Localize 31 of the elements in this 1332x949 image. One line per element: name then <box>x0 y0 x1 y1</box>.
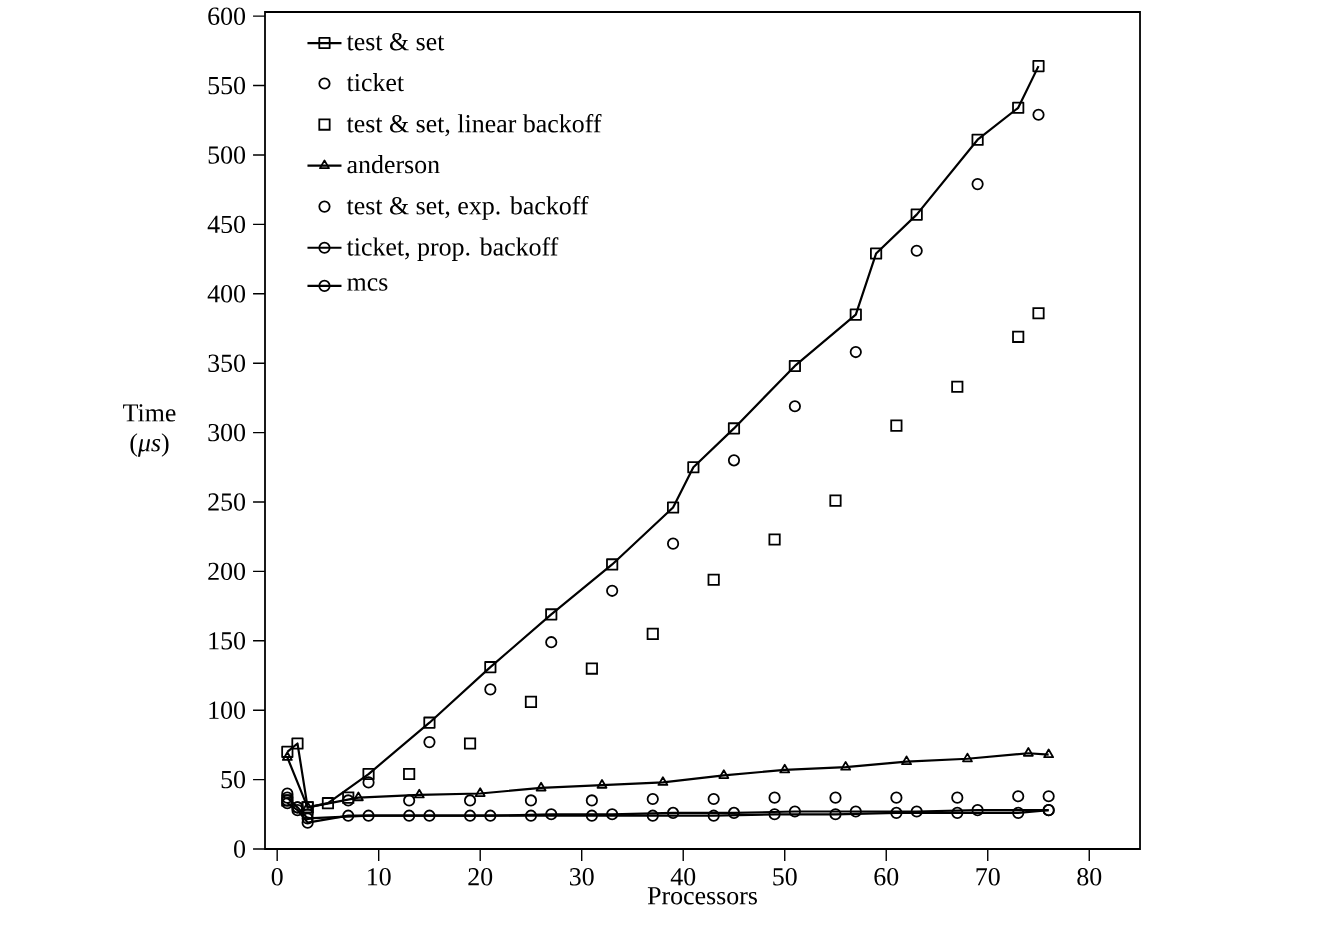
x-tick-label: 70 <box>976 868 1000 886</box>
y-tick-label: 300 <box>208 423 246 442</box>
y-tick-label: 450 <box>207 215 246 234</box>
legend-label: mcs <box>347 278 388 291</box>
y-tick-label: 150 <box>209 632 246 650</box>
y-tick-label: 550 <box>208 76 246 95</box>
y-tick-label: 350 <box>208 354 246 372</box>
y-tick-label: 250 <box>208 493 246 511</box>
x-tick-label: 10 <box>368 868 391 886</box>
legend-label: ticket, prop. backoff <box>346 237 559 261</box>
legend-label: test & set, exp. backoff <box>346 195 589 220</box>
legend-label: test & set <box>346 32 445 51</box>
x-axis-title: Processors <box>647 887 757 905</box>
y-tick-label: 0 <box>234 840 246 858</box>
y-axis-title: Time (μs) <box>123 404 176 457</box>
x-tick-label: 60 <box>874 868 899 886</box>
x-tick-label: 50 <box>773 868 797 886</box>
y-tick-label: 50 <box>221 770 246 789</box>
y-tick-label: 500 <box>208 146 246 164</box>
x-tick-label: 30 <box>570 868 594 886</box>
y-tick-label: 200 <box>208 562 246 581</box>
legend-label: ticket <box>346 73 404 92</box>
y-tick-label: 400 <box>207 285 246 303</box>
x-tick-label: 0 <box>271 868 283 886</box>
x-tick-label: 40 <box>670 868 696 886</box>
legend-label: test & set, linear backoff <box>346 113 602 137</box>
y-tick-label: 600 <box>208 7 246 25</box>
x-tick-label: 80 <box>1077 868 1102 886</box>
x-tick-label: 20 <box>468 868 493 886</box>
y-tick-label: 100 <box>209 701 246 719</box>
legend-label: anderson <box>347 155 440 174</box>
